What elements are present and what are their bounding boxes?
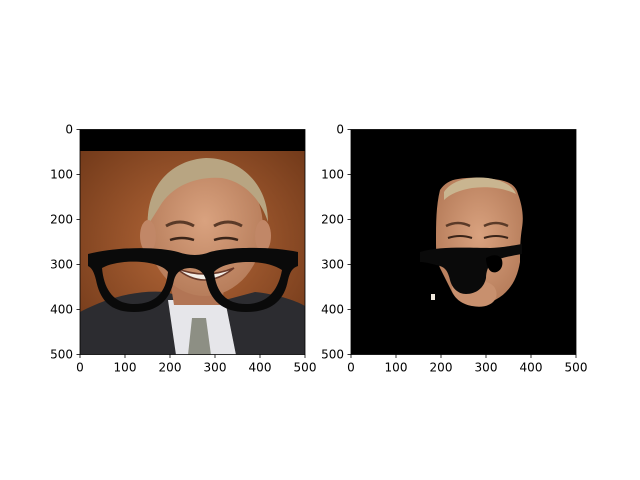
glasses: [88, 247, 298, 312]
segment-eye-left: [447, 235, 473, 239]
right-y-tick-label: 400: [321, 303, 344, 317]
right-y-tick-label: 0: [336, 123, 344, 137]
eye-left: [169, 236, 195, 242]
hair: [147, 158, 268, 225]
segment-eye-right: [483, 235, 509, 239]
right-x-tick-label: 500: [565, 361, 588, 375]
mouth: [175, 267, 235, 281]
right-y-tick-label: 300: [321, 258, 344, 272]
left-x-tick-label: 0: [76, 361, 84, 375]
left-y-tick-label: 300: [50, 258, 73, 272]
left-image: [80, 129, 305, 355]
left-y-tick-label: 500: [50, 348, 73, 362]
right-y-tick-label: 100: [321, 168, 344, 182]
left-x-tick-label: 200: [159, 361, 182, 375]
right-y-tick-label: 500: [321, 348, 344, 362]
tie: [188, 318, 211, 355]
left-y-tick-label: 200: [50, 213, 73, 227]
left-y-tick-label: 400: [50, 303, 73, 317]
eye-right: [213, 236, 239, 242]
ear-right: [255, 220, 271, 252]
brow-right: [213, 220, 243, 228]
right-image: [351, 129, 576, 355]
right-axes-frame: [350, 129, 577, 355]
segment-brow-right: [483, 221, 509, 228]
left-x-tick-label: 100: [114, 361, 137, 375]
left-x-tick-label: 300: [204, 361, 227, 375]
right-x-tick-label: 0: [347, 361, 355, 375]
ear-left: [140, 220, 156, 252]
stray-pixel: [431, 294, 435, 300]
right-x-tick-label: 100: [385, 361, 408, 375]
left-y-tick-label: 100: [50, 168, 73, 182]
mask-hole: [486, 255, 503, 273]
left-axes-frame: [79, 129, 306, 355]
left-y-tick-label: 0: [65, 123, 73, 137]
left-x-tick-label: 400: [249, 361, 272, 375]
right-x-tick-label: 400: [520, 361, 543, 375]
brow-left: [165, 220, 195, 228]
right-y-tick-label: 200: [321, 213, 344, 227]
right-x-tick-label: 300: [475, 361, 498, 375]
left-x-tick-label: 500: [294, 361, 317, 375]
right-x-tick-label: 200: [430, 361, 453, 375]
segment-brow-left: [445, 221, 471, 228]
segment-hair: [444, 177, 516, 200]
